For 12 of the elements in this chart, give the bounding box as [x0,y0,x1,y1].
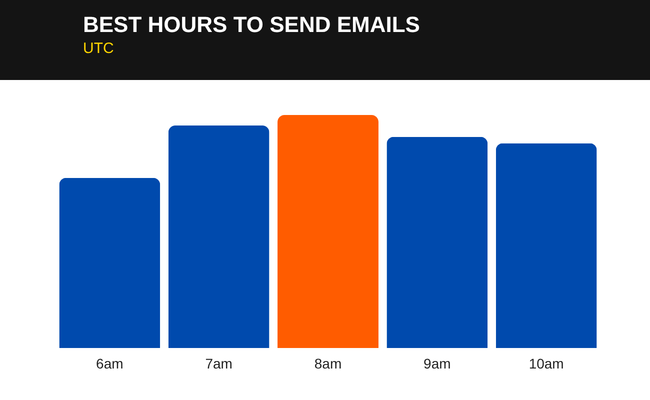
bar [168,125,270,348]
x-tick-label: 9am [424,356,451,372]
x-tick-label: 7am [205,356,232,372]
x-tick-label: 8am [314,356,342,372]
chart-title: BEST HOURS TO SEND EMAILS [83,12,420,37]
bar [278,115,378,348]
bar [59,178,160,348]
bar [496,143,597,348]
x-tick-label: 6am [96,356,124,372]
bar [386,136,488,348]
chart-subtitle: UTC [83,40,114,57]
x-tick-label: 10am [528,356,564,372]
